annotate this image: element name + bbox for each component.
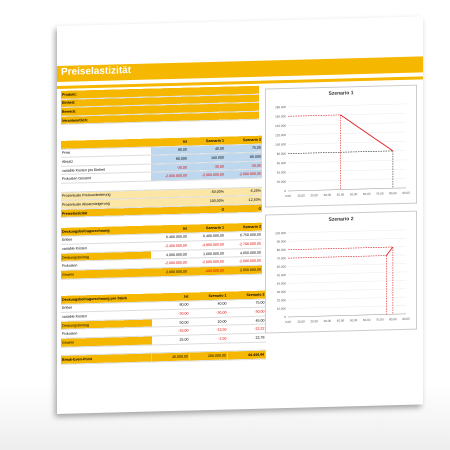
gridline — [288, 238, 406, 242]
value-cell: 40.000,00 — [151, 352, 190, 362]
gridline — [288, 263, 406, 267]
gridline — [288, 288, 406, 292]
page-title: Preiselastizität — [61, 65, 132, 78]
x-tick-label: 50,00 — [350, 192, 358, 196]
gridline — [288, 296, 406, 301]
y-tick-label: 60.000 — [277, 265, 287, 269]
x-tick-label: 20,00 — [310, 193, 318, 197]
x-tick-label: 0,00 — [285, 194, 291, 198]
gridline — [288, 305, 406, 309]
y-tick-label: 10.000 — [277, 307, 287, 311]
value-cell: -2 — [188, 204, 225, 215]
gridline — [288, 131, 406, 136]
value-cell: -2 — [225, 203, 262, 214]
value-cell: 200.000,00 — [189, 351, 228, 361]
value-cell: 2.000.000,00 — [151, 267, 188, 277]
y-tick-label: 90.000 — [277, 239, 287, 243]
value-cell: 2.050.000,00 — [225, 265, 262, 275]
x-tick-label: 40,00 — [337, 192, 345, 196]
x-tick-label: 10,00 — [297, 320, 305, 324]
y-tick-label: 20.000 — [277, 298, 287, 302]
value-cell: 44.444,44 — [227, 350, 266, 360]
y-tick-label: 0 — [284, 189, 286, 193]
dbu-table: Deckungsbeitragsrechnung pro Stück Ist S… — [61, 290, 266, 365]
gridline — [288, 122, 406, 126]
gridline — [288, 159, 406, 164]
guide-line-horizontal — [288, 255, 387, 259]
x-tick-label: 90,00 — [402, 191, 410, 195]
y-tick-label: 100.000 — [275, 142, 286, 146]
y-tick-label: 40.000 — [277, 170, 287, 174]
gridline — [288, 280, 406, 284]
y-tick-label: 50.000 — [277, 273, 287, 277]
row-label: Gewinn — [61, 268, 151, 279]
y-tick-label: 20.000 — [277, 180, 287, 184]
series-line — [385, 246, 394, 256]
y-tick-label: 100.000 — [275, 231, 286, 235]
guide-line-horizontal — [288, 114, 341, 117]
x-axis — [288, 187, 406, 192]
x-tick-label: 60,00 — [363, 318, 371, 322]
gridline — [288, 112, 406, 117]
info-table: Produkt: Einheit: Bereich: Verantwortlic… — [61, 85, 259, 126]
info-label: Verantwortlich: — [61, 113, 151, 125]
y-tick-label: 140.000 — [275, 124, 286, 128]
gridline — [288, 103, 406, 108]
y-tick-label: 40.000 — [277, 281, 287, 285]
y-tick-label: 80.000 — [277, 248, 287, 252]
y-tick-label: 180.000 — [275, 105, 286, 109]
y-tick-label: 160.000 — [275, 114, 286, 118]
x-tick-label: 90,00 — [402, 317, 410, 321]
gridline — [288, 271, 406, 276]
chart-scenario-1: Szenario 1 0 20.000 40.000 60.000 80.000 100.… — [265, 84, 417, 208]
row-label: Preiselastizität — [61, 206, 151, 218]
x-tick-label: 60,00 — [363, 192, 371, 196]
gridline — [288, 168, 406, 173]
y-tick-label: 80.000 — [277, 152, 287, 156]
x-tick-label: 70,00 — [376, 317, 384, 321]
series-line — [340, 114, 394, 152]
x-tick-label: 40,00 — [337, 318, 345, 322]
y-tick-label: 120.000 — [275, 133, 286, 137]
x-tick-label: 50,00 — [350, 318, 358, 322]
y-tick-label: 30.000 — [277, 290, 287, 294]
x-tick-label: 10,00 — [297, 194, 305, 198]
x-tick-label: 20,00 — [310, 319, 318, 323]
info-input[interactable] — [151, 110, 259, 123]
chart-svg: 0 20.000 40.000 60.000 80.000 100.000 120.000 1… — [275, 103, 410, 198]
x-tick-label: 30,00 — [324, 193, 332, 197]
db-table: Deckungsbeitragsrechnung Ist Szenario 1 … — [61, 222, 262, 280]
gridline — [288, 178, 406, 182]
chart-svg: 0 10.000 20.000 30.000 40.000 50.000 60.000 70.… — [275, 229, 410, 324]
y-tick-label: 0 — [284, 315, 286, 319]
x-tick-label: 70,00 — [376, 191, 384, 195]
chart-scenario-2: Szenario 2 0 10.000 20.000 30.000 40.000 50.0… — [265, 210, 417, 334]
x-tick-label: 30,00 — [324, 319, 332, 323]
y-tick-label: 70.000 — [277, 256, 287, 260]
gridline — [288, 229, 406, 234]
x-tick-label: 0,00 — [285, 320, 291, 324]
row-label: Break-Even-Point — [61, 353, 152, 365]
main-table: Ist Szenario 1 Szenario 2 Preis 80,00 40… — [61, 135, 262, 219]
x-tick-label: 80,00 — [389, 191, 397, 195]
gridline — [288, 140, 406, 145]
y-tick-label: 60.000 — [277, 161, 287, 165]
x-tick-label: 80,00 — [389, 317, 397, 321]
spreadsheet-page: Preiselastizität Produkt: Einheit: Berei… — [57, 16, 423, 414]
value-cell: -400.000,00 — [188, 266, 225, 276]
value-cell — [151, 205, 188, 216]
